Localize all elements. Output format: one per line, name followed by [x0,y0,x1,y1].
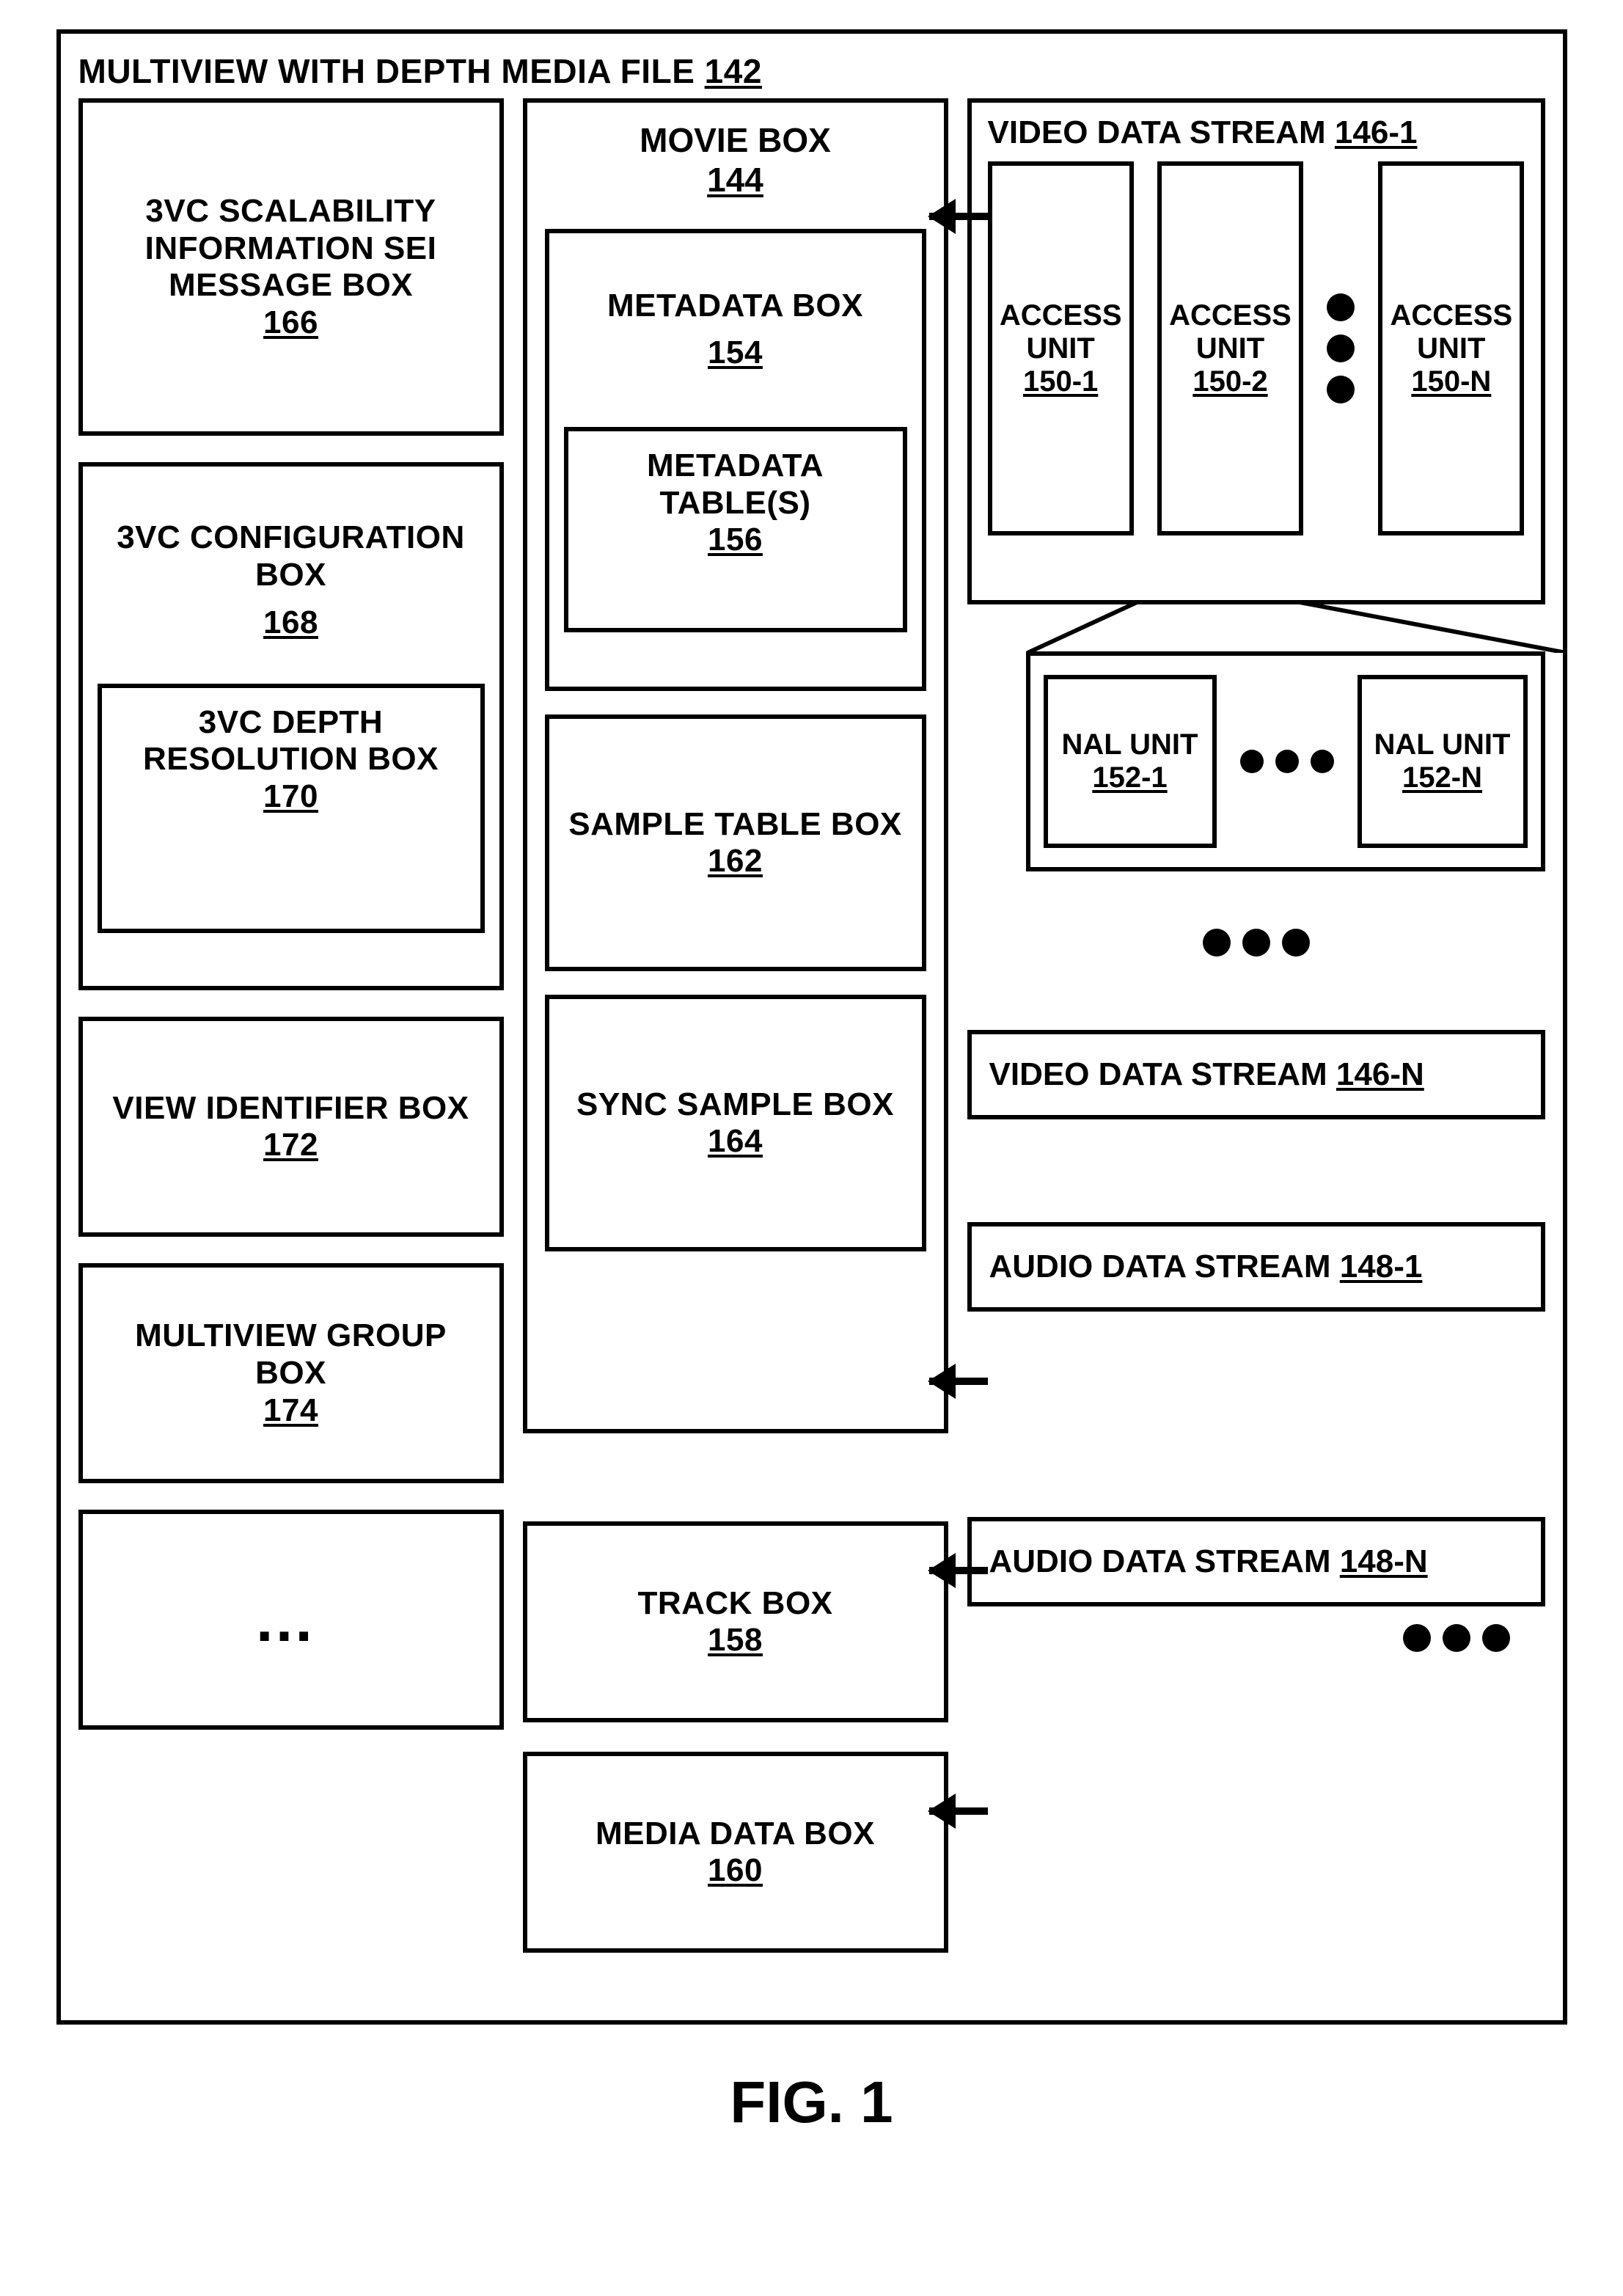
config-box: 3VC CONFIGURATION BOX 168 3VC DEPTH RESO… [78,462,504,990]
movie-box: MOVIE BOX 144 METADATA BOX 154 METADATA … [523,98,948,1433]
nal-row: NAL UNIT 152-1 NAL UNIT 152-N [1026,651,1545,871]
access-unit: ACCESS UNIT 150-1 [988,161,1134,535]
view-id-box: VIEW IDENTIFIER BOX 172 [78,1017,504,1237]
video-stream-1: VIDEO DATA STREAM 146-1 ACCESS UNIT 150-… [967,98,1545,604]
outer-title-text: MULTIVIEW WITH DEPTH MEDIA FILE [78,52,695,90]
ellipsis-icon [1327,293,1355,403]
diagram-frame: MULTIVIEW WITH DEPTH MEDIA FILE 142 3VC … [56,29,1567,2025]
ellipsis-icon [1203,929,1310,957]
ellipsis-icon [1403,1624,1510,1652]
nal-unit: NAL UNIT 152-N [1358,675,1528,848]
arrow-icon [929,1567,988,1574]
outer-title: MULTIVIEW WITH DEPTH MEDIA FILE 142 [78,51,1545,91]
mvgroup-box: MULTIVIEW GROUP BOX 174 [78,1263,504,1483]
left-ellipsis-box: … [78,1510,504,1730]
middle-column: MOVIE BOX 144 METADATA BOX 154 METADATA … [523,98,948,1998]
figure-label: FIG. 1 [730,2069,893,2136]
sync-sample-box: SYNC SAMPLE BOX 164 [545,995,926,1251]
access-unit: ACCESS UNIT 150-N [1378,161,1524,535]
outer-title-ref: 142 [705,52,762,90]
access-unit: ACCESS UNIT 150-2 [1157,161,1303,535]
right-column: VIDEO DATA STREAM 146-1 ACCESS UNIT 150-… [967,98,1545,1998]
arrow-icon [929,1807,988,1815]
media-data-box: MEDIA DATA BOX 160 [523,1752,948,1953]
left-column: 3VC SCALABILITY INFORMATION SEI MESSAGE … [78,98,504,1998]
stream-bar: AUDIO DATA STREAM 148-N [967,1517,1545,1606]
track-box: TRACK BOX 158 [523,1521,948,1722]
sei-box: 3VC SCALABILITY INFORMATION SEI MESSAGE … [78,98,504,436]
metadata-box: METADATA BOX 154 METADATA TABLE(S) 156 [545,229,926,691]
nal-unit: NAL UNIT 152-1 [1044,675,1217,848]
depth-res-box: 3VC DEPTH RESOLUTION BOX 170 [98,684,485,933]
ellipsis-icon [1240,750,1334,773]
metadata-tables-box: METADATA TABLE(S) 156 [564,427,907,632]
stream-bar: AUDIO DATA STREAM 148-1 [967,1222,1545,1312]
expand-connector-icon [1026,602,1568,653]
stream-bar: VIDEO DATA STREAM 146-N [967,1030,1545,1119]
sample-table-box: SAMPLE TABLE BOX 162 [545,714,926,971]
arrow-icon [929,213,988,220]
arrow-icon [929,1378,988,1385]
